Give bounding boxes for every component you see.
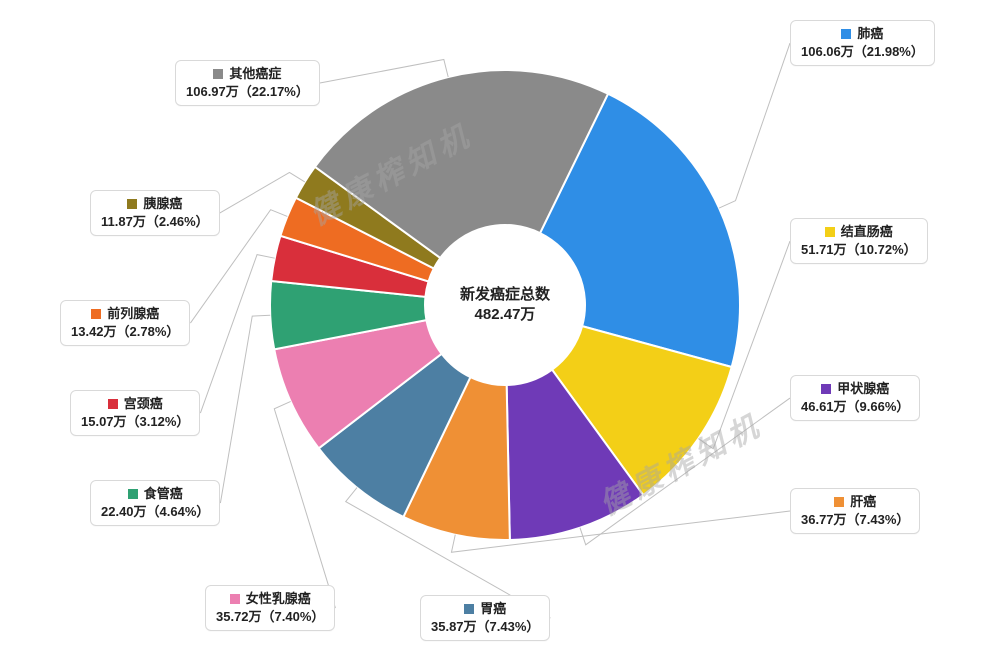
- slice-label-value: 13.42万（2.78%）: [71, 324, 179, 339]
- slice-label-value: 22.40万（4.64%）: [101, 504, 209, 519]
- slice-label-name: 胃癌: [480, 601, 506, 616]
- slice-label: 肺癌 106.06万（21.98%）: [790, 20, 935, 66]
- legend-swatch: [834, 497, 844, 507]
- slice-label-value: 106.97万（22.17%）: [186, 84, 309, 99]
- slice-label-name: 胰腺癌: [143, 196, 182, 211]
- slice-label-value: 11.87万（2.46%）: [101, 214, 209, 229]
- legend-swatch: [464, 604, 474, 614]
- slice-label: 胃癌 35.87万（7.43%）: [420, 595, 550, 641]
- slice-label-name: 食管癌: [144, 486, 183, 501]
- slice-label: 食管癌 22.40万（4.64%）: [90, 480, 220, 526]
- slice-label-value: 46.61万（9.66%）: [801, 399, 909, 414]
- legend-swatch: [230, 594, 240, 604]
- slice-label-name: 宫颈癌: [124, 396, 163, 411]
- slice-label-name: 甲状腺癌: [837, 381, 889, 396]
- legend-swatch: [213, 69, 223, 79]
- slice-label: 其他癌症 106.97万（22.17%）: [175, 60, 320, 106]
- slice-label-name: 女性乳腺癌: [246, 591, 311, 606]
- slice-label: 女性乳腺癌 35.72万（7.40%）: [205, 585, 335, 631]
- slice-label: 胰腺癌 11.87万（2.46%）: [90, 190, 220, 236]
- slice-label-value: 106.06万（21.98%）: [801, 44, 924, 59]
- slice-label: 肝癌 36.77万（7.43%）: [790, 488, 920, 534]
- slice-label: 甲状腺癌 46.61万（9.66%）: [790, 375, 920, 421]
- legend-swatch: [821, 384, 831, 394]
- slice-label-name: 前列腺癌: [107, 306, 159, 321]
- slice-label-value: 51.71万（10.72%）: [801, 242, 917, 257]
- slice-label-value: 35.72万（7.40%）: [216, 609, 324, 624]
- legend-swatch: [108, 399, 118, 409]
- slice-label: 前列腺癌 13.42万（2.78%）: [60, 300, 190, 346]
- slice-label-value: 36.77万（7.43%）: [801, 512, 909, 527]
- slice-label-name: 肝癌: [850, 494, 876, 509]
- slice-label: 结直肠癌 51.71万（10.72%）: [790, 218, 928, 264]
- legend-swatch: [841, 29, 851, 39]
- slice-label-name: 结直肠癌: [841, 224, 893, 239]
- slice-label-value: 35.87万（7.43%）: [431, 619, 539, 634]
- slice-label: 宫颈癌 15.07万（3.12%）: [70, 390, 200, 436]
- legend-swatch: [127, 199, 137, 209]
- inner-hole: [425, 225, 585, 385]
- slice-label-name: 其他癌症: [229, 66, 281, 81]
- legend-swatch: [128, 489, 138, 499]
- slice-label-name: 肺癌: [857, 26, 883, 41]
- slice-label-value: 15.07万（3.12%）: [81, 414, 189, 429]
- legend-swatch: [91, 309, 101, 319]
- legend-swatch: [825, 227, 835, 237]
